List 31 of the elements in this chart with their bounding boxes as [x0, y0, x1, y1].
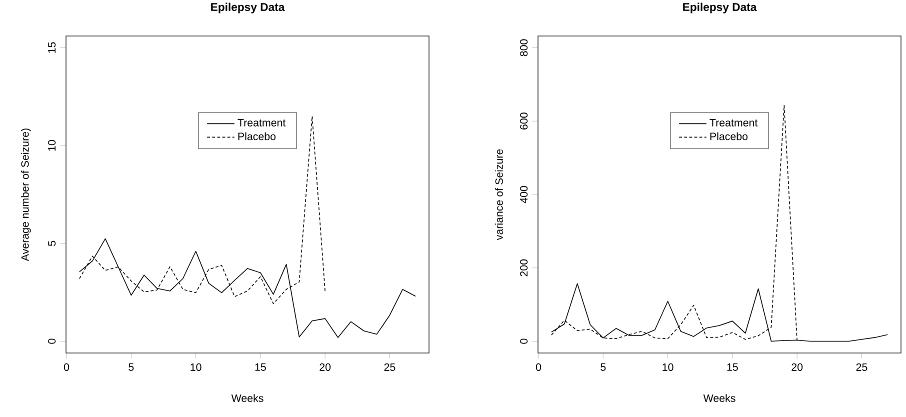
y-tick-label: 15	[48, 42, 56, 53]
x-tick-label: 15	[255, 363, 266, 371]
x-tick-label: 0	[64, 363, 70, 371]
y-tick-label: 600	[520, 112, 528, 130]
y-axis-title: Average number of Seizure)	[20, 128, 31, 262]
legend-label: Treatment	[238, 119, 286, 126]
y-tick-label: 200	[520, 259, 528, 276]
x-tick-label: 10	[662, 363, 674, 371]
x-tick-label: 10	[190, 363, 202, 371]
y-tick-label: 400	[520, 186, 528, 204]
y-tick-label: 5	[48, 240, 56, 246]
chart-title: Epilepsy Data	[683, 2, 757, 14]
x-tick-label: 20	[320, 363, 331, 371]
x-axis-title: Weeks	[231, 394, 264, 402]
x-tick-label: 25	[856, 363, 868, 371]
x-tick-label: 15	[727, 363, 738, 371]
y-tick-label: 10	[48, 140, 56, 151]
y-tick-label: 0	[48, 338, 56, 344]
legend-label: Treatment	[710, 119, 758, 126]
x-tick-label: 20	[792, 363, 803, 371]
y-tick-label: 800	[520, 39, 528, 56]
x-tick-label: 5	[128, 363, 134, 371]
legend-label: Placebo	[238, 132, 276, 140]
x-tick-label: 5	[600, 363, 606, 371]
x-axis-title: Weeks	[703, 394, 736, 402]
x-tick-label: 0	[536, 363, 542, 371]
y-axis-title: variance of Seizure	[495, 149, 503, 240]
x-tick-label: 25	[384, 363, 396, 371]
legend-label: Placebo	[710, 132, 748, 140]
chart-title: Epilepsy Data	[211, 2, 285, 14]
y-tick-label: 0	[520, 338, 528, 344]
